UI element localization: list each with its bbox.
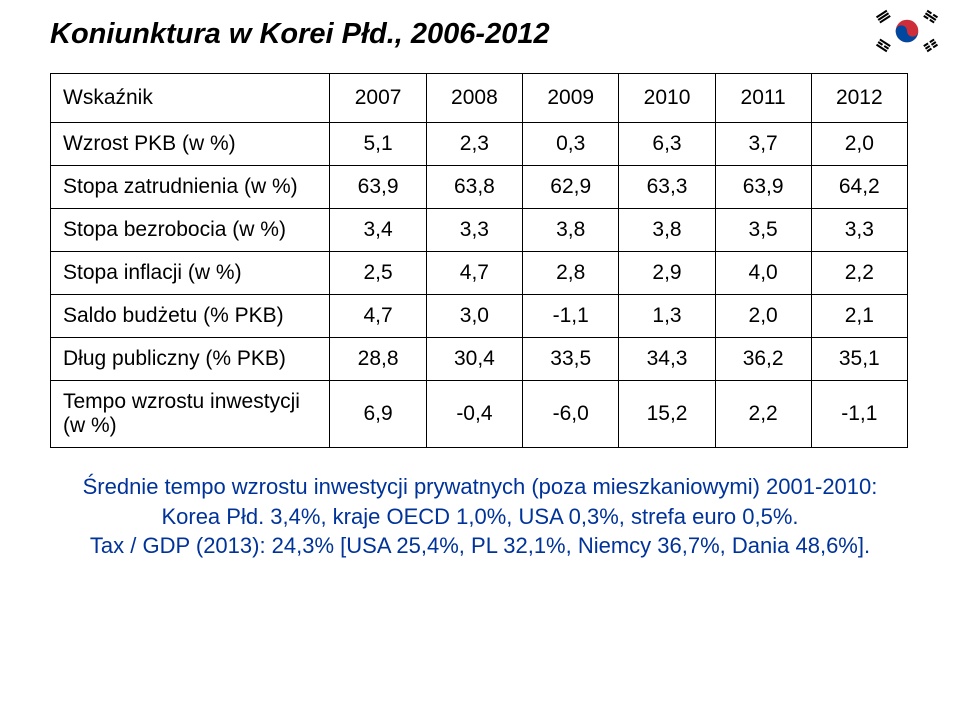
cell: 4,0 <box>715 252 811 295</box>
table-row: Tempo wzrostu inwestycji (w %) 6,9 -0,4 … <box>51 381 908 448</box>
table-row: Stopa inflacji (w %) 2,5 4,7 2,8 2,9 4,0… <box>51 252 908 295</box>
cell: 3,5 <box>715 209 811 252</box>
cell: 3,8 <box>619 209 715 252</box>
cell: 3,3 <box>426 209 522 252</box>
cell: 28,8 <box>330 338 426 381</box>
row-label: Wzrost PKB (w %) <box>51 123 330 166</box>
cell: 3,7 <box>715 123 811 166</box>
col-header: 2009 <box>523 74 619 123</box>
cell: 63,9 <box>330 166 426 209</box>
col-header: 2010 <box>619 74 715 123</box>
cell: 6,3 <box>619 123 715 166</box>
cell: 15,2 <box>619 381 715 448</box>
cell: 3,0 <box>426 295 522 338</box>
cell: 4,7 <box>330 295 426 338</box>
cell: -6,0 <box>523 381 619 448</box>
cell: 30,4 <box>426 338 522 381</box>
cell: 0,3 <box>523 123 619 166</box>
cell: 6,9 <box>330 381 426 448</box>
header-label: Wskaźnik <box>51 74 330 123</box>
row-label: Stopa bezrobocia (w %) <box>51 209 330 252</box>
footnote: Średnie tempo wzrostu inwestycji prywatn… <box>50 472 910 561</box>
row-label: Stopa inflacji (w %) <box>51 252 330 295</box>
table-header-row: Wskaźnik 2007 2008 2009 2010 2011 2012 <box>51 74 908 123</box>
cell: 2,2 <box>811 252 907 295</box>
cell: 2,1 <box>811 295 907 338</box>
table-row: Stopa bezrobocia (w %) 3,4 3,3 3,8 3,8 3… <box>51 209 908 252</box>
table-row: Wzrost PKB (w %) 5,1 2,3 0,3 6,3 3,7 2,0 <box>51 123 908 166</box>
cell: 36,2 <box>715 338 811 381</box>
cell: -1,1 <box>811 381 907 448</box>
cell: 2,5 <box>330 252 426 295</box>
korea-flag-icon <box>870 6 944 56</box>
cell: 2,2 <box>715 381 811 448</box>
cell: 2,0 <box>715 295 811 338</box>
cell: 34,3 <box>619 338 715 381</box>
page-title: Koniunktura w Korei Płd., 2006-2012 <box>50 18 910 51</box>
cell: 3,8 <box>523 209 619 252</box>
table-row: Saldo budżetu (% PKB) 4,7 3,0 -1,1 1,3 2… <box>51 295 908 338</box>
table-row: Stopa zatrudnienia (w %) 63,9 63,8 62,9 … <box>51 166 908 209</box>
col-header: 2012 <box>811 74 907 123</box>
cell: 5,1 <box>330 123 426 166</box>
cell: 3,4 <box>330 209 426 252</box>
col-header: 2007 <box>330 74 426 123</box>
cell: 62,9 <box>523 166 619 209</box>
row-label: Stopa zatrudnienia (w %) <box>51 166 330 209</box>
row-label: Tempo wzrostu inwestycji (w %) <box>51 381 330 448</box>
cell: 4,7 <box>426 252 522 295</box>
cell: 2,8 <box>523 252 619 295</box>
cell: -0,4 <box>426 381 522 448</box>
cell: 2,0 <box>811 123 907 166</box>
cell: 63,3 <box>619 166 715 209</box>
cell: 63,9 <box>715 166 811 209</box>
cell: 64,2 <box>811 166 907 209</box>
footnote-line: Średnie tempo wzrostu inwestycji prywatn… <box>83 474 878 529</box>
cell: 33,5 <box>523 338 619 381</box>
col-header: 2011 <box>715 74 811 123</box>
cell: 2,9 <box>619 252 715 295</box>
cell: 3,3 <box>811 209 907 252</box>
row-label: Dług publiczny (% PKB) <box>51 338 330 381</box>
cell: 35,1 <box>811 338 907 381</box>
slide: Koniunktura w Korei Płd., 2006-2012 Wska… <box>0 0 960 727</box>
cell: 2,3 <box>426 123 522 166</box>
footnote-line: Tax / GDP (2013): 24,3% [USA 25,4%, PL 3… <box>90 533 870 558</box>
cell: -1,1 <box>523 295 619 338</box>
data-table: Wskaźnik 2007 2008 2009 2010 2011 2012 W… <box>50 73 908 448</box>
table-row: Dług publiczny (% PKB) 28,8 30,4 33,5 34… <box>51 338 908 381</box>
cell: 1,3 <box>619 295 715 338</box>
col-header: 2008 <box>426 74 522 123</box>
cell: 63,8 <box>426 166 522 209</box>
row-label: Saldo budżetu (% PKB) <box>51 295 330 338</box>
